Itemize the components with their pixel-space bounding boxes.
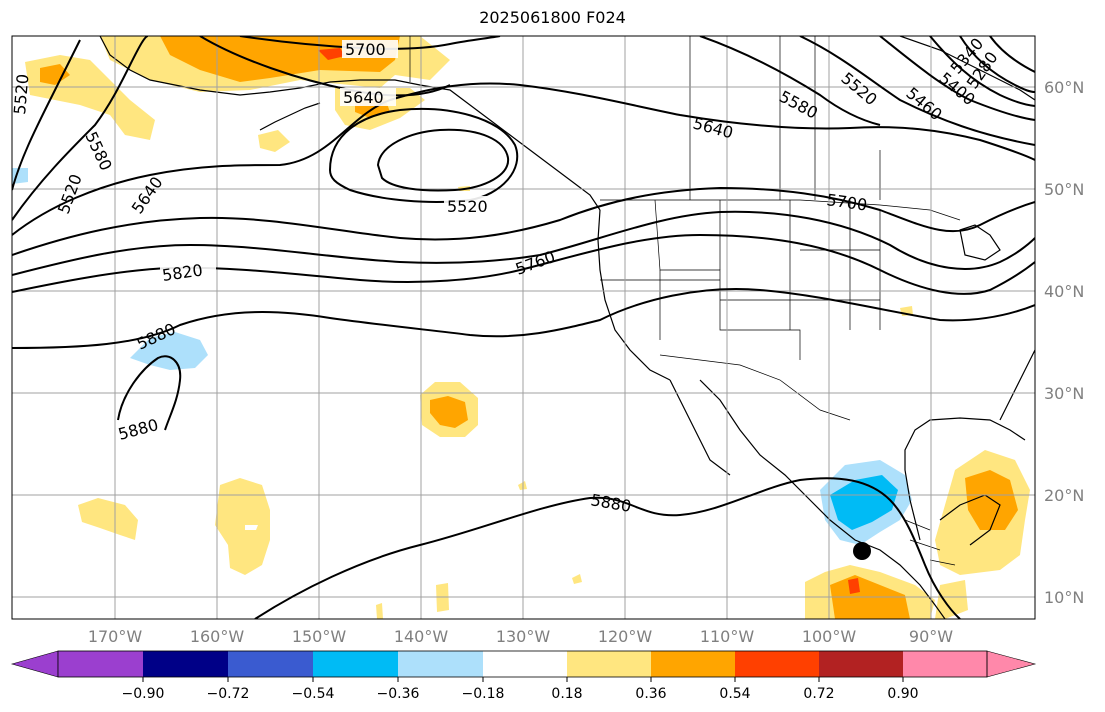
lat-label-30n: 30°N <box>1044 384 1084 403</box>
longitude-labels: 170°W 160°W 150°W 140°W 130°W 120°W 110°… <box>88 627 953 646</box>
coast-yucatan <box>939 494 1001 546</box>
lat-label-10n: 10°N <box>1044 588 1084 607</box>
border-states-3 <box>600 249 880 340</box>
contour-label-5520-left: 5520 <box>10 73 32 115</box>
contour-5280-right <box>989 36 1035 73</box>
colorbar-seg-1 <box>58 651 143 677</box>
contour-label-5640-ak: 5640 <box>343 88 384 107</box>
colorbar-label-9: 0.72 <box>803 686 834 702</box>
colorbar-extend-high <box>986 650 1037 678</box>
lon-label-140w: 140°W <box>394 627 449 646</box>
coast-alaska <box>99 36 601 211</box>
contour-5880-main <box>12 288 1035 349</box>
shade-mexico-blue <box>830 475 898 530</box>
colorbar-extend-low <box>10 650 59 678</box>
lon-label-160w: 160°W <box>190 627 245 646</box>
lon-label-100w: 100°W <box>802 627 857 646</box>
coast-gulf <box>904 417 1026 541</box>
coast-mexico-west <box>699 379 946 619</box>
shade-small-3 <box>572 574 582 584</box>
storm-center-marker <box>853 542 871 560</box>
colorbar-seg-3 <box>228 651 313 677</box>
border-us-canada <box>600 199 961 221</box>
contour-5520-right <box>799 36 1035 146</box>
shade-ca-red <box>848 578 860 594</box>
colorbar-seg-9 <box>735 651 819 677</box>
colorbar-seg-10 <box>819 651 903 677</box>
contour-5340-right <box>959 36 1035 93</box>
coast-baja <box>669 379 731 476</box>
contour-5520-left <box>12 39 81 191</box>
lon-label-110w: 110°W <box>700 627 755 646</box>
contour-5880-south <box>254 477 961 619</box>
border-canada-prov <box>689 36 881 200</box>
shade-hawaii-white <box>245 525 258 530</box>
colorbar-label-2: −0.72 <box>207 686 250 702</box>
map-frame <box>11 35 1036 620</box>
shade-central-orange <box>430 396 468 428</box>
colorbar-label-8: 0.54 <box>719 686 750 702</box>
contour-5700-top <box>239 36 501 50</box>
lat-label-60n: 60°N <box>1044 78 1084 97</box>
contour-5640 <box>12 82 1035 236</box>
lon-label-150w: 150°W <box>292 627 347 646</box>
lon-label-120w: 120°W <box>598 627 653 646</box>
colorbar-label-4: −0.36 <box>377 686 420 702</box>
height-contours <box>12 36 1035 619</box>
contour-5700 <box>12 186 1035 256</box>
shade-bering-red <box>318 48 345 60</box>
shade-west-yellow <box>78 498 138 540</box>
shade-hawaii-yellow <box>215 478 270 575</box>
shade-caribbean-lower <box>935 580 968 619</box>
shade-left-blue <box>12 168 28 184</box>
latitude-labels: 60°N 50°N 40°N 30°N 20°N 10°N <box>1044 78 1084 607</box>
lat-label-20n: 20°N <box>1044 486 1084 505</box>
coastlines <box>99 36 1035 619</box>
colorbar-seg-5 <box>398 651 483 677</box>
contour-5460-right <box>879 36 1035 121</box>
colorbar-label-3: −0.54 <box>292 686 335 702</box>
colorbar-label-10: 0.90 <box>887 686 918 702</box>
contour-5760 <box>12 210 1035 276</box>
colorbar: −0.90 −0.72 −0.54 −0.36 −0.18 0.18 0.36 … <box>10 650 1037 702</box>
lon-label-90w: 90°W <box>909 627 953 646</box>
colorbar-label-7: 0.36 <box>635 686 666 702</box>
lon-label-130w: 130°W <box>496 627 551 646</box>
lat-label-40n: 40°N <box>1044 282 1084 301</box>
contour-5520-inner <box>376 128 510 192</box>
contour-label-5700-top: 5700 <box>345 40 386 59</box>
colorbar-label-6: 0.18 <box>551 686 582 702</box>
contour-label-5520-low: 5520 <box>447 197 488 216</box>
contour-5580-right <box>699 36 881 126</box>
colorbar-seg-8 <box>651 651 735 677</box>
shade-pac-blue <box>130 332 208 370</box>
shade-small-yellow-1 <box>258 130 290 152</box>
contour-5880-loop <box>117 355 182 431</box>
colorbar-seg-11 <box>903 651 987 677</box>
coast-greatlakes <box>959 224 1001 261</box>
coast-florida <box>999 349 1035 421</box>
shade-left-orange <box>40 64 70 85</box>
colorbar-label-1: −0.90 <box>122 686 165 702</box>
gridlines <box>12 36 1035 619</box>
colorbar-seg-7 <box>567 651 651 677</box>
coast-aleutians <box>259 102 321 131</box>
shade-small-4 <box>376 603 383 619</box>
lat-label-50n: 50°N <box>1044 180 1084 199</box>
colorbar-seg-2 <box>143 651 228 677</box>
border-us-mexico <box>659 354 851 421</box>
contour-5520-loop <box>328 107 519 203</box>
contour-5400-right <box>929 36 1035 107</box>
colorbar-label-5: −0.18 <box>462 686 505 702</box>
lon-label-170w: 170°W <box>88 627 143 646</box>
colorbar-seg-4 <box>313 651 398 677</box>
colorbar-seg-6 <box>483 651 567 677</box>
contour-5580 <box>12 36 149 221</box>
map-title: 2025061800 F024 <box>479 8 626 27</box>
coast-hudson <box>899 36 1035 101</box>
